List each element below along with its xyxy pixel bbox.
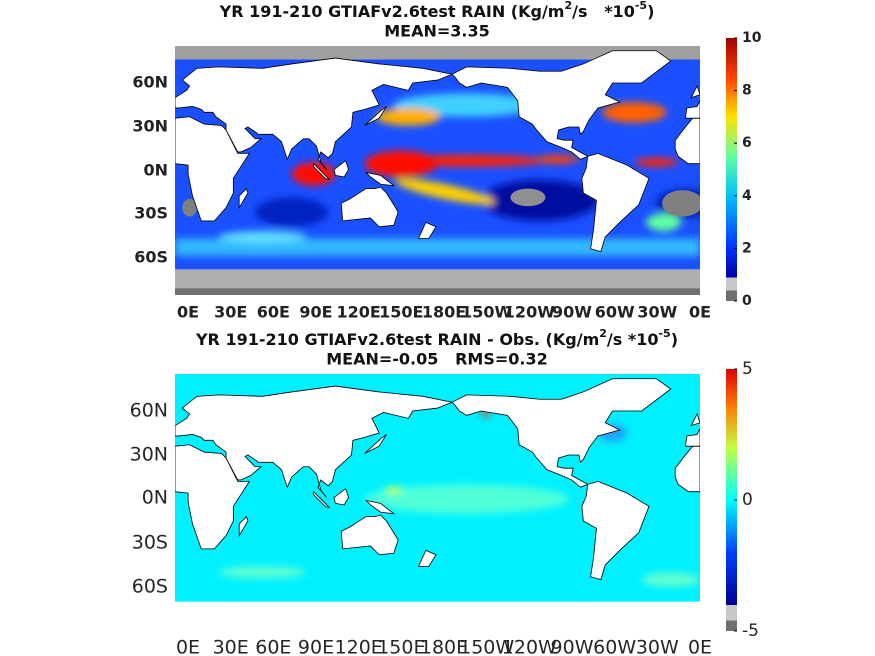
- lat-label: 60N: [130, 400, 168, 422]
- title-part: /s *10: [572, 2, 635, 21]
- title-superscript: -5: [635, 0, 647, 12]
- lon-label: 150E: [379, 303, 423, 322]
- lon-label: 30W: [636, 637, 679, 656]
- title-part: ): [647, 2, 654, 21]
- lon-label: 0E: [689, 303, 711, 322]
- panel-title: YR 191-210 GTIAFv2.6test RAIN (Kg/m2/s *…: [219, 0, 655, 21]
- lon-label: 150E: [377, 637, 425, 656]
- lon-label: 150W: [461, 303, 512, 322]
- lat-label: 60S: [134, 248, 168, 267]
- colorbar-tick-label: 8: [742, 83, 752, 99]
- lon-label: 90E: [299, 303, 332, 322]
- lon-label: 90W: [551, 637, 594, 656]
- lat-label: 0N: [142, 487, 168, 509]
- colorbar-tick-label: 5: [742, 359, 753, 379]
- colorbar-tick-label: 0: [742, 293, 752, 309]
- lon-label: 180E: [422, 303, 466, 322]
- lon-label: 60W: [595, 303, 635, 322]
- lon-label: 120W: [504, 303, 555, 322]
- map-bottom: [175, 374, 700, 624]
- lon-label: 120E: [335, 637, 383, 656]
- map-top: [175, 46, 700, 295]
- lon-label: 120E: [337, 303, 381, 322]
- title-superscript: -5: [658, 327, 670, 340]
- lon-label: 60W: [593, 637, 636, 656]
- lon-label: 0E: [176, 637, 200, 656]
- panel-subtitle: MEAN=3.35: [384, 22, 490, 41]
- lon-label: 60E: [255, 637, 291, 656]
- title-part: /s *10: [607, 330, 659, 349]
- lat-label: 60S: [132, 576, 168, 598]
- lon-label: 30E: [213, 637, 249, 656]
- lon-label: 0E: [688, 637, 712, 656]
- lat-label: 30N: [132, 117, 168, 136]
- lon-label: 150W: [459, 637, 514, 656]
- colorbar-bottom: [726, 369, 737, 631]
- lon-label: 30E: [214, 303, 247, 322]
- lon-label: 60E: [257, 303, 290, 322]
- title-superscript: 2: [564, 0, 572, 12]
- title-part: YR 191-210 GTIAFv2.6test RAIN - Obs. (Kg…: [195, 330, 599, 349]
- lon-label: 120W: [502, 637, 557, 656]
- lat-label: 60N: [132, 73, 168, 92]
- lon-label: 30W: [637, 303, 677, 322]
- lon-label: 90E: [298, 637, 334, 656]
- colorbar-tick-label: 0: [742, 490, 753, 510]
- panel-subtitle: MEAN=-0.05 RMS=0.32: [326, 350, 548, 369]
- title-superscript: 2: [599, 327, 607, 340]
- colorbar-tick-label: 10: [742, 30, 762, 46]
- lon-label: 90W: [552, 303, 592, 322]
- title-part: YR 191-210 GTIAFv2.6test RAIN (Kg/m: [219, 2, 565, 21]
- lon-label: 180E: [420, 637, 468, 656]
- colorbar-tick-label: 4: [742, 188, 752, 204]
- lat-label: 30N: [130, 444, 168, 466]
- panel-title: YR 191-210 GTIAFv2.6test RAIN - Obs. (Kg…: [195, 327, 678, 349]
- lat-label: 30S: [134, 204, 168, 223]
- colorbar-tick-label: 2: [742, 240, 752, 256]
- colorbar-tick-label: -5: [742, 621, 759, 641]
- lat-label: 30S: [132, 532, 168, 554]
- lon-label: 0E: [177, 303, 199, 322]
- colorbar-tick-label: 6: [742, 135, 752, 151]
- colorbar-top: [726, 38, 737, 301]
- title-part: ): [671, 330, 678, 349]
- lat-label: 0N: [143, 161, 168, 180]
